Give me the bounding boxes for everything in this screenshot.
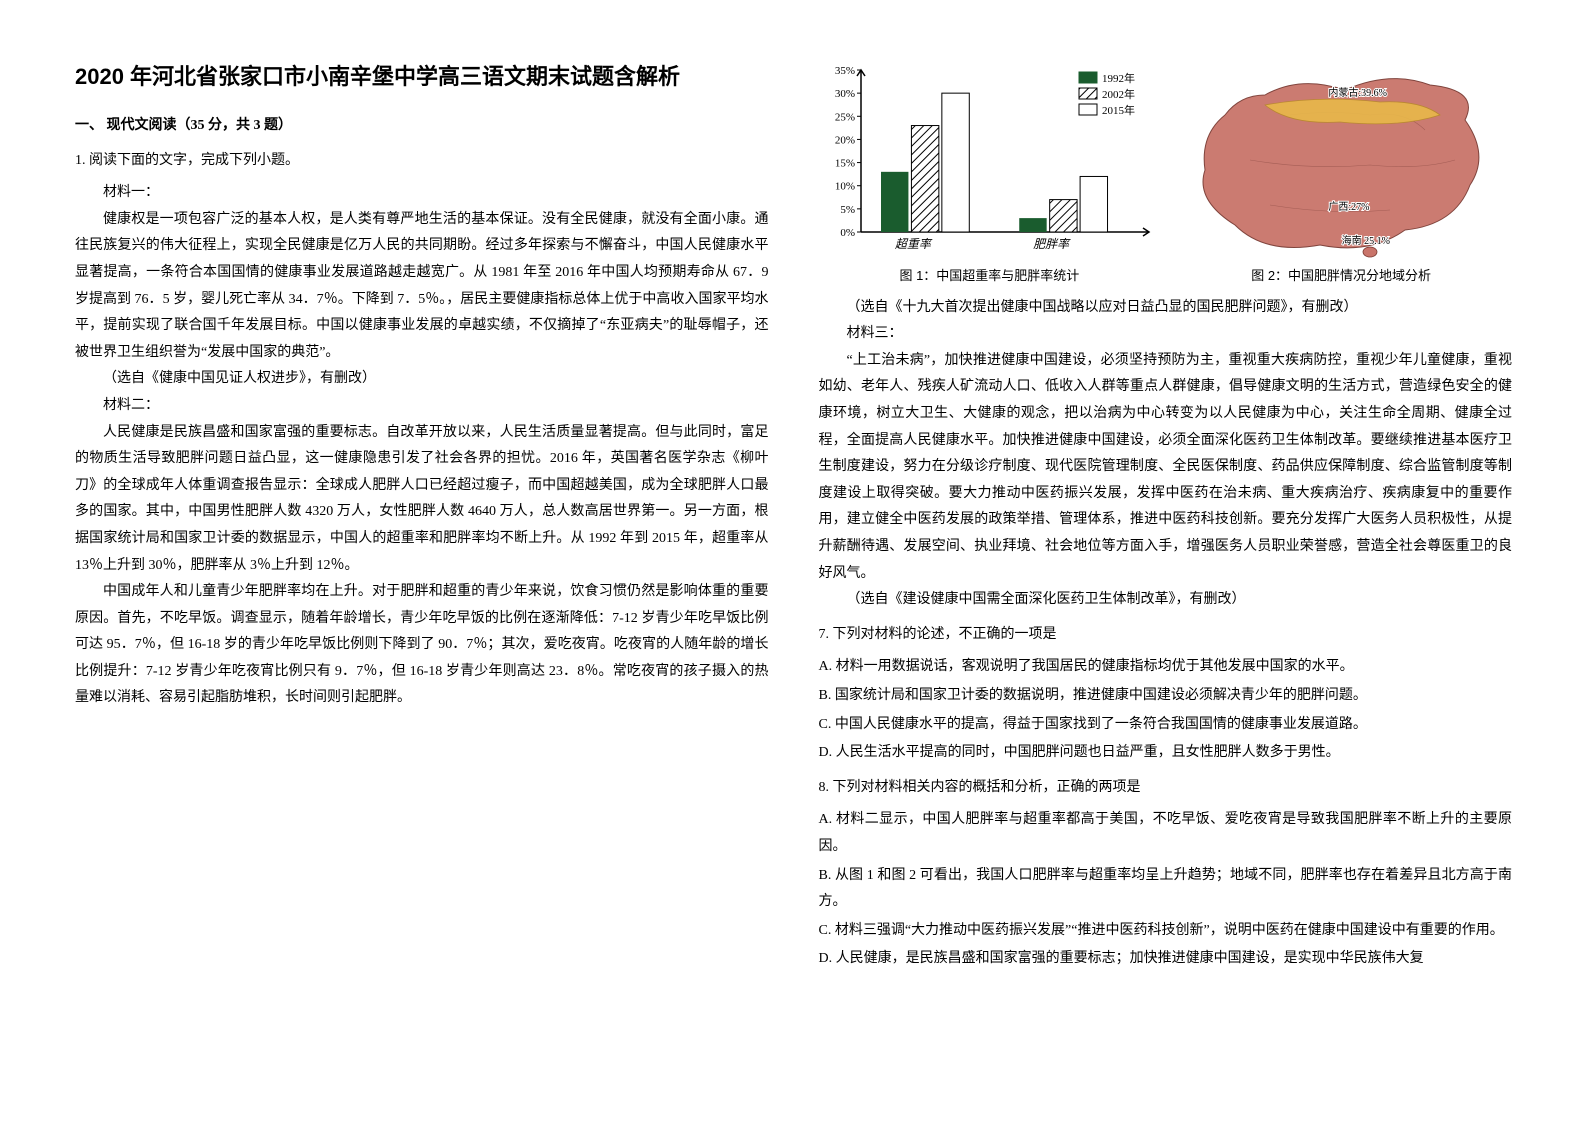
- figures-row: 0% 5% 10% 15% 20% 25% 30% 35% 超重率 肥胖率 1992年 2002年 20…: [819, 60, 1513, 289]
- svg-text:5%: 5%: [840, 204, 855, 216]
- section-heading: 一、 现代文阅读（35 分，共 3 题）: [75, 113, 769, 140]
- svg-text:20%: 20%: [834, 134, 854, 146]
- option: D. 人民健康，是民族昌盛和国家富强的重要标志；加快推进健康中国建设，是实现中华…: [819, 946, 1513, 973]
- svg-text:10%: 10%: [834, 181, 854, 193]
- svg-text:2015年: 2015年: [1102, 103, 1135, 117]
- svg-text:1992年: 1992年: [1102, 71, 1135, 85]
- source-text: （选自《十九大首次提出健康中国战略以应对日益凸显的国民肥胖问题》，有删改）: [819, 295, 1513, 322]
- right-column: 0% 5% 10% 15% 20% 25% 30% 35% 超重率 肥胖率 1992年 2002年 20…: [794, 60, 1538, 1062]
- body-text: 中国成年人和儿童青少年肥胖率均在上升。对于肥胖和超重的青少年来说，饮食习惯仍然是…: [75, 579, 769, 712]
- svg-text:广西:27%: 广西:27%: [1329, 201, 1370, 213]
- body-text: 健康权是一项包容广泛的基本人权，是人类有尊严地生活的基本保证。没有全民健康，就没…: [75, 207, 769, 367]
- source-text: （选自《建设健康中国需全面深化医药卫生体制改革》，有删改）: [819, 587, 1513, 614]
- svg-text:肥胖率: 肥胖率: [1033, 237, 1071, 251]
- option: A. 材料一用数据说话，客观说明了我国居民的健康指标均优于其他发展中国家的水平。: [819, 654, 1513, 681]
- figure-map: 内蒙古:39.6% 广西:27% 海南 25.1% 图 2：中国肥胖情况分地域分析: [1170, 60, 1512, 289]
- option: D. 人民生活水平提高的同时，中国肥胖问题也日益严重，且女性肥胖人数多于男性。: [819, 740, 1513, 767]
- figure-caption: 图 2：中国肥胖情况分地域分析: [1170, 264, 1512, 289]
- question-prompt: 8. 下列对材料相关内容的概括和分析，正确的两项是: [819, 775, 1513, 802]
- source-text: （选自《健康中国见证人权进步》，有删改）: [75, 366, 769, 393]
- material-heading: 材料一：: [75, 180, 769, 207]
- question-prompt: 7. 下列对材料的论述，不正确的一项是: [819, 622, 1513, 649]
- material-heading: 材料三：: [819, 321, 1513, 348]
- question-prompt: 1. 阅读下面的文字，完成下列小题。: [75, 148, 769, 175]
- body-text: 人民健康是民族昌盛和国家富强的重要标志。自改革开放以来，人民生活质量显著提高。但…: [75, 420, 769, 580]
- option: C. 中国人民健康水平的提高，得益于国家找到了一条符合我国国情的健康事业发展道路…: [819, 712, 1513, 739]
- svg-text:超重率: 超重率: [894, 237, 932, 251]
- svg-text:海南 25.1%: 海南 25.1%: [1342, 234, 1390, 247]
- left-column: 2020 年河北省张家口市小南辛堡中学高三语文期末试题含解析 一、 现代文阅读（…: [50, 60, 794, 1062]
- svg-text:内蒙古:39.6%: 内蒙古:39.6%: [1329, 86, 1388, 99]
- figure-caption: 图 1：中国超重率与肥胖率统计: [819, 264, 1161, 289]
- page-title: 2020 年河北省张家口市小南辛堡中学高三语文期末试题含解析: [75, 60, 769, 93]
- material-heading: 材料二：: [75, 393, 769, 420]
- svg-text:0%: 0%: [840, 227, 855, 239]
- svg-text:35%: 35%: [834, 65, 854, 77]
- svg-text:25%: 25%: [834, 111, 854, 123]
- svg-text:2002年: 2002年: [1102, 87, 1135, 101]
- option: B. 从图 1 和图 2 可看出，我国人口肥胖率与超重率均呈上升趋势；地域不同，…: [819, 863, 1513, 916]
- figure-bar-chart: 0% 5% 10% 15% 20% 25% 30% 35% 超重率 肥胖率 1992年 2002年 20…: [819, 60, 1161, 289]
- svg-text:30%: 30%: [834, 88, 854, 100]
- map-svg: 内蒙古:39.6% 广西:27% 海南 25.1%: [1170, 60, 1500, 260]
- option: B. 国家统计局和国家卫计委的数据说明，推进健康中国建设必须解决青少年的肥胖问题…: [819, 683, 1513, 710]
- bar-chart-svg: 0% 5% 10% 15% 20% 25% 30% 35% 超重率 肥胖率 1992年 2002年 20…: [819, 60, 1159, 260]
- option: C. 材料三强调“大力推动中医药振兴发展”“推进中医药科技创新”，说明中医药在健…: [819, 918, 1513, 945]
- svg-text:15%: 15%: [834, 158, 854, 170]
- option: A. 材料二显示，中国人肥胖率与超重率都高于美国，不吃早饭、爱吃夜宵是导致我国肥…: [819, 807, 1513, 860]
- body-text: “上工治未病”，加快推进健康中国建设，必须坚持预防为主，重视重大疾病防控，重视少…: [819, 348, 1513, 587]
